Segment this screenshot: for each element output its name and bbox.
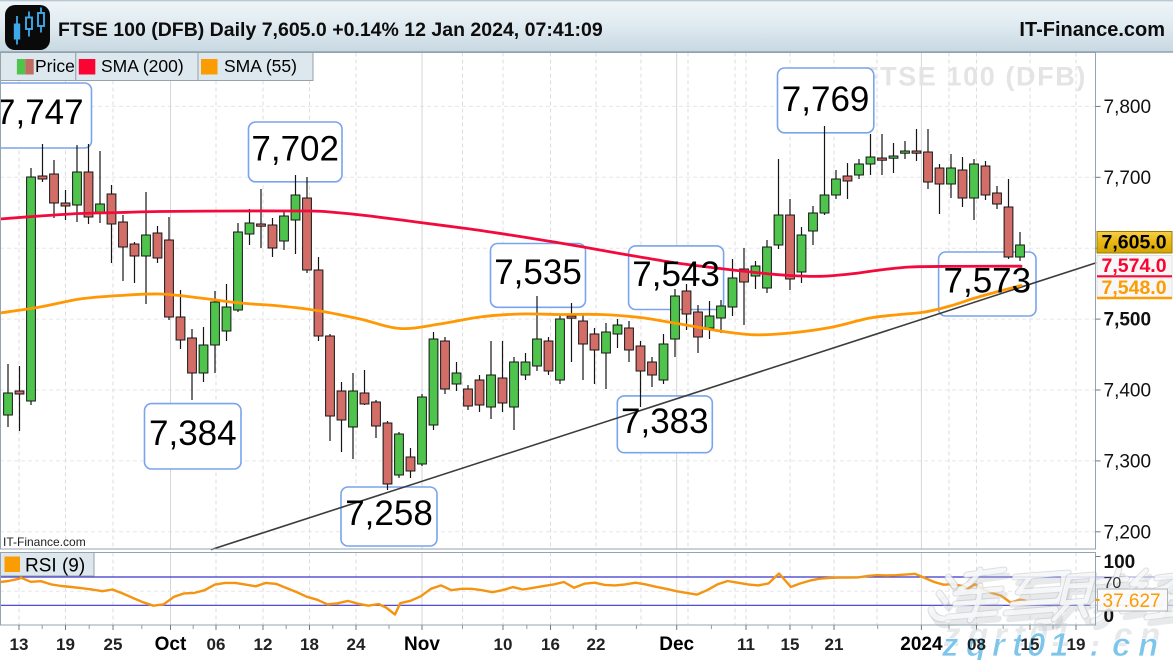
svg-text:IT-Finance.com: IT-Finance.com (1019, 19, 1165, 41)
svg-text:11: 11 (737, 635, 755, 654)
svg-text:06: 06 (207, 635, 226, 654)
svg-text:FTSE 100 (DFB): FTSE 100 (DFB) (862, 62, 1087, 92)
svg-text:15: 15 (1021, 635, 1040, 654)
svg-text:7,258: 7,258 (345, 494, 433, 533)
svg-text:7,500: 7,500 (1104, 310, 1152, 331)
svg-text:7,383: 7,383 (621, 402, 709, 441)
svg-text:7,200: 7,200 (1104, 522, 1152, 543)
svg-text:12: 12 (254, 635, 273, 654)
svg-text:15: 15 (781, 635, 800, 654)
svg-text:37.627: 37.627 (1103, 591, 1161, 612)
svg-text:7,300: 7,300 (1104, 451, 1152, 472)
svg-text:70: 70 (1104, 575, 1122, 592)
svg-text:7,702: 7,702 (251, 129, 339, 168)
svg-text:16: 16 (541, 635, 560, 654)
svg-text:7,384: 7,384 (149, 414, 237, 453)
svg-text:19: 19 (56, 635, 75, 654)
svg-text:13: 13 (10, 635, 29, 654)
svg-text:7,400: 7,400 (1104, 381, 1152, 402)
svg-text:22: 22 (587, 635, 606, 654)
svg-text:Oct: Oct (155, 634, 187, 655)
svg-text:2024: 2024 (900, 634, 943, 655)
svg-text:25: 25 (104, 635, 123, 654)
svg-text:7,605.0: 7,605.0 (1102, 232, 1167, 254)
svg-text:7,800: 7,800 (1104, 97, 1152, 118)
svg-text:Price: Price (35, 56, 75, 76)
svg-text:SMA (200): SMA (200) (101, 56, 184, 76)
svg-text:7,574.0: 7,574.0 (1102, 255, 1167, 277)
svg-text:SMA (55): SMA (55) (224, 56, 297, 76)
svg-text:08: 08 (967, 635, 986, 654)
svg-text:Nov: Nov (404, 634, 440, 655)
svg-text:Dec: Dec (659, 634, 694, 655)
svg-text:7,573: 7,573 (944, 262, 1032, 301)
svg-text:7,747: 7,747 (0, 93, 84, 132)
svg-text:7,543: 7,543 (632, 255, 720, 294)
svg-text:7,769: 7,769 (782, 80, 870, 119)
svg-text:IT-Finance.com: IT-Finance.com (3, 535, 86, 549)
svg-text:19: 19 (1067, 635, 1086, 654)
svg-text:FTSE 100 (DFB) Daily 7,605.0 +: FTSE 100 (DFB) Daily 7,605.0 +0.14% 12 J… (58, 19, 603, 41)
svg-text:10: 10 (494, 635, 513, 654)
svg-text:7,548.0: 7,548.0 (1102, 277, 1167, 299)
svg-text:0: 0 (1104, 606, 1115, 627)
svg-text:18: 18 (300, 635, 319, 654)
svg-text:7,535: 7,535 (494, 253, 582, 292)
svg-text:RSI (9): RSI (9) (25, 556, 85, 577)
svg-text:7,700: 7,700 (1104, 168, 1152, 189)
svg-text:100: 100 (1104, 552, 1136, 573)
svg-text:24: 24 (347, 635, 366, 654)
svg-text:21: 21 (825, 635, 844, 654)
